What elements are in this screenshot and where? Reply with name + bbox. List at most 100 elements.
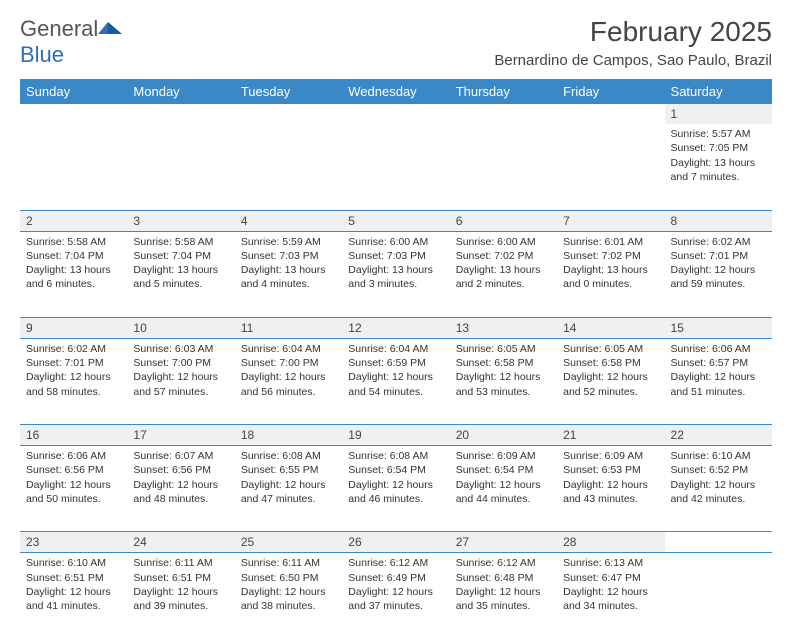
day-number: 22: [665, 425, 772, 446]
daylight-text-2: and 0 minutes.: [563, 277, 658, 291]
sunrise-text: Sunrise: 6:05 AM: [563, 342, 658, 356]
daynum-row: 16171819202122: [20, 425, 772, 446]
sunrise-text: Sunrise: 6:10 AM: [26, 556, 121, 570]
daylight-text-1: Daylight: 12 hours: [26, 370, 121, 384]
day-number: 14: [557, 317, 664, 338]
sunset-text: Sunset: 6:56 PM: [26, 463, 121, 477]
sunrise-text: Sunrise: 6:12 AM: [456, 556, 551, 570]
daylight-text-2: and 46 minutes.: [348, 492, 443, 506]
day-number: [342, 104, 449, 124]
week-row: Sunrise: 6:06 AMSunset: 6:56 PMDaylight:…: [20, 446, 772, 532]
daylight-text-2: and 41 minutes.: [26, 599, 121, 613]
daylight-text-1: Daylight: 12 hours: [671, 478, 766, 492]
sunset-text: Sunset: 6:53 PM: [563, 463, 658, 477]
day-number: 2: [20, 210, 127, 231]
day-number: 17: [127, 425, 234, 446]
daylight-text-2: and 43 minutes.: [563, 492, 658, 506]
day-cell: Sunrise: 6:07 AMSunset: 6:56 PMDaylight:…: [127, 446, 234, 532]
sunset-text: Sunset: 7:01 PM: [26, 356, 121, 370]
day-cell: [450, 124, 557, 210]
day-number: 21: [557, 425, 664, 446]
daylight-text-1: Daylight: 12 hours: [26, 585, 121, 599]
sunset-text: Sunset: 6:48 PM: [456, 571, 551, 585]
daylight-text-2: and 6 minutes.: [26, 277, 121, 291]
sunset-text: Sunset: 7:03 PM: [348, 249, 443, 263]
sunset-text: Sunset: 6:50 PM: [241, 571, 336, 585]
daylight-text-2: and 47 minutes.: [241, 492, 336, 506]
sunset-text: Sunset: 7:05 PM: [671, 141, 766, 155]
daylight-text-2: and 3 minutes.: [348, 277, 443, 291]
daylight-text-1: Daylight: 12 hours: [563, 478, 658, 492]
week-row: Sunrise: 5:58 AMSunset: 7:04 PMDaylight:…: [20, 231, 772, 317]
month-title: February 2025: [494, 16, 772, 48]
daylight-text-1: Daylight: 12 hours: [26, 478, 121, 492]
day-cell: Sunrise: 6:09 AMSunset: 6:53 PMDaylight:…: [557, 446, 664, 532]
day-cell: [20, 124, 127, 210]
day-cell: [342, 124, 449, 210]
sunrise-text: Sunrise: 6:09 AM: [563, 449, 658, 463]
sunset-text: Sunset: 7:01 PM: [671, 249, 766, 263]
daynum-row: 2345678: [20, 210, 772, 231]
sunset-text: Sunset: 6:52 PM: [671, 463, 766, 477]
daylight-text-2: and 58 minutes.: [26, 385, 121, 399]
daylight-text-1: Daylight: 12 hours: [241, 370, 336, 384]
daylight-text-1: Daylight: 12 hours: [241, 585, 336, 599]
daylight-text-1: Daylight: 13 hours: [133, 263, 228, 277]
daylight-text-2: and 50 minutes.: [26, 492, 121, 506]
day-cell: Sunrise: 5:59 AMSunset: 7:03 PMDaylight:…: [235, 231, 342, 317]
col-sunday: Sunday: [20, 79, 127, 104]
sunrise-text: Sunrise: 5:59 AM: [241, 235, 336, 249]
daylight-text-2: and 35 minutes.: [456, 599, 551, 613]
sunrise-text: Sunrise: 6:04 AM: [241, 342, 336, 356]
sunset-text: Sunset: 7:00 PM: [241, 356, 336, 370]
sunrise-text: Sunrise: 6:05 AM: [456, 342, 551, 356]
header: General Blue February 2025 Bernardino de…: [20, 16, 772, 69]
daylight-text-1: Daylight: 13 hours: [241, 263, 336, 277]
daylight-text-2: and 5 minutes.: [133, 277, 228, 291]
daylight-text-2: and 56 minutes.: [241, 385, 336, 399]
sunset-text: Sunset: 6:54 PM: [456, 463, 551, 477]
daylight-text-1: Daylight: 12 hours: [563, 370, 658, 384]
daylight-text-1: Daylight: 12 hours: [348, 585, 443, 599]
day-number: 10: [127, 317, 234, 338]
brand-word-2: Blue: [20, 42, 64, 67]
daylight-text-2: and 34 minutes.: [563, 599, 658, 613]
day-cell: Sunrise: 6:02 AMSunset: 7:01 PMDaylight:…: [665, 231, 772, 317]
title-block: February 2025 Bernardino de Campos, Sao …: [494, 16, 772, 69]
daynum-row: 9101112131415: [20, 317, 772, 338]
sunrise-text: Sunrise: 6:07 AM: [133, 449, 228, 463]
daylight-text-2: and 7 minutes.: [671, 170, 766, 184]
day-cell: Sunrise: 6:02 AMSunset: 7:01 PMDaylight:…: [20, 339, 127, 425]
day-number: [665, 532, 772, 553]
sunset-text: Sunset: 6:59 PM: [348, 356, 443, 370]
day-cell: [557, 124, 664, 210]
col-monday: Monday: [127, 79, 234, 104]
day-number: 15: [665, 317, 772, 338]
daylight-text-2: and 2 minutes.: [456, 277, 551, 291]
sunrise-text: Sunrise: 6:13 AM: [563, 556, 658, 570]
sunrise-text: Sunrise: 6:01 AM: [563, 235, 658, 249]
week-row: Sunrise: 6:10 AMSunset: 6:51 PMDaylight:…: [20, 553, 772, 639]
day-number: [127, 104, 234, 124]
day-number: 13: [450, 317, 557, 338]
day-cell: Sunrise: 6:00 AMSunset: 7:03 PMDaylight:…: [342, 231, 449, 317]
day-cell: Sunrise: 6:11 AMSunset: 6:51 PMDaylight:…: [127, 553, 234, 639]
day-cell: Sunrise: 6:06 AMSunset: 6:57 PMDaylight:…: [665, 339, 772, 425]
daynum-row: 1: [20, 104, 772, 124]
day-cell: Sunrise: 6:05 AMSunset: 6:58 PMDaylight:…: [450, 339, 557, 425]
day-number: 12: [342, 317, 449, 338]
day-cell: Sunrise: 5:57 AMSunset: 7:05 PMDaylight:…: [665, 124, 772, 210]
brand-word-1: General: [20, 16, 98, 41]
day-cell: [127, 124, 234, 210]
day-cell: Sunrise: 6:01 AMSunset: 7:02 PMDaylight:…: [557, 231, 664, 317]
day-number: 9: [20, 317, 127, 338]
daylight-text-1: Daylight: 12 hours: [456, 370, 551, 384]
day-cell: Sunrise: 6:04 AMSunset: 7:00 PMDaylight:…: [235, 339, 342, 425]
daylight-text-2: and 54 minutes.: [348, 385, 443, 399]
sunset-text: Sunset: 6:58 PM: [563, 356, 658, 370]
daylight-text-1: Daylight: 12 hours: [133, 585, 228, 599]
day-number: [557, 104, 664, 124]
sunset-text: Sunset: 6:58 PM: [456, 356, 551, 370]
daylight-text-1: Daylight: 12 hours: [133, 478, 228, 492]
location-text: Bernardino de Campos, Sao Paulo, Brazil: [494, 52, 772, 69]
